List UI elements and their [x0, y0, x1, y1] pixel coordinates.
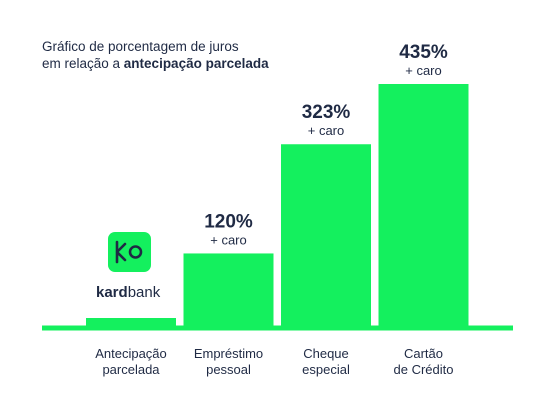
bar-value-label-1: 120% — [204, 211, 253, 232]
bar-2 — [281, 144, 371, 328]
bar-sublabel-3: + caro — [405, 63, 442, 78]
kardbank-wordmark: kardbank — [96, 284, 161, 301]
bar-sublabel-1: + caro — [210, 232, 247, 247]
category-label-0: Antecipação parcelada — [95, 346, 167, 377]
bar-value-label-2: 323% — [302, 102, 351, 123]
category-label-2: Cheque especial — [302, 346, 350, 377]
chart-title-line-2: em relação a antecipação parcelada — [42, 56, 269, 71]
bar-0 — [86, 318, 176, 328]
chart-title-line-2-prefix: em relação a — [42, 56, 124, 71]
kardbank-wordmark-bold: kard — [96, 284, 128, 301]
bars-layer — [86, 84, 469, 328]
bar-1 — [183, 253, 274, 328]
category-label-1: Empréstimo pessoal — [194, 346, 263, 377]
bar-value-label-3: 435% — [399, 42, 448, 63]
kardbank-wordmark-regular: bank — [128, 284, 161, 301]
bar-3 — [378, 84, 469, 328]
category-label-3-line-1: de Crédito — [394, 362, 454, 377]
kardbank-logo-mark — [115, 240, 143, 264]
chart-title: Gráfico de porcentagem de juros em relaç… — [42, 39, 269, 71]
chart-title-highlight: antecipação parcelada — [124, 56, 269, 71]
category-label-3: Cartão de Crédito — [394, 346, 454, 377]
chart-title-line-1: Gráfico de porcentagem de juros — [42, 39, 239, 54]
category-label-3-line-0: Cartão — [404, 346, 443, 361]
category-label-2-line-0: Cheque — [303, 346, 349, 361]
category-label-2-line-1: especial — [302, 362, 350, 377]
category-label-1-line-0: Empréstimo — [194, 346, 263, 361]
category-label-0-line-0: Antecipação — [95, 346, 167, 361]
category-label-1-line-1: pessoal — [206, 362, 251, 377]
category-label-0-line-1: parcelada — [102, 362, 160, 377]
bar-sublabel-2: + caro — [308, 123, 345, 138]
kardbank-logo: kardbank — [96, 232, 161, 301]
